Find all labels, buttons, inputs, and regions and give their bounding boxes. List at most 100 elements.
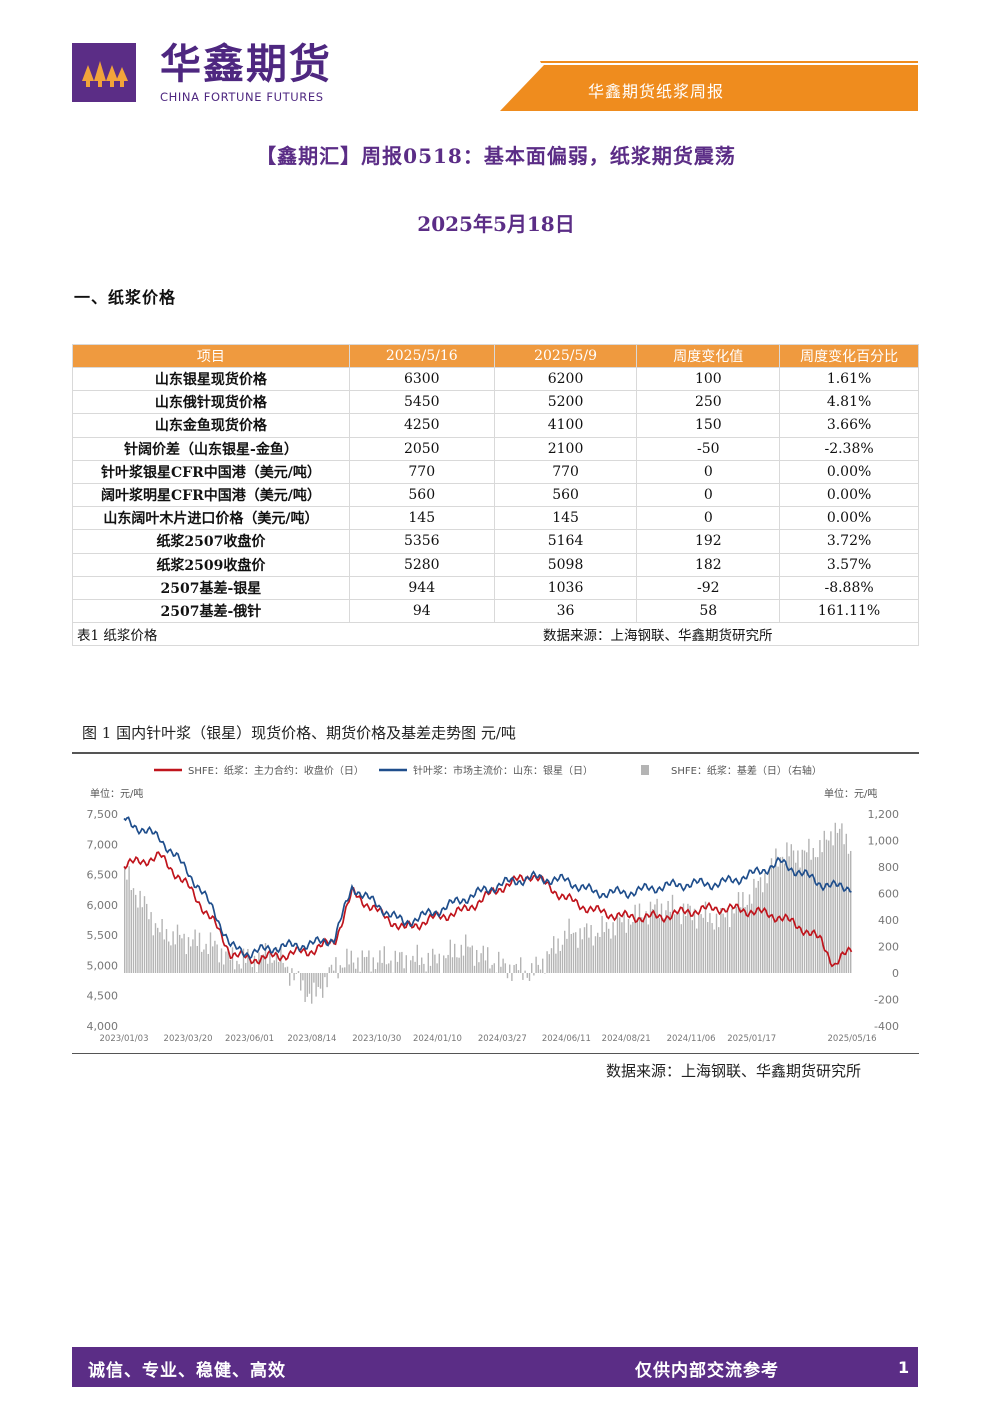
basis-bar [344,967,346,973]
basis-bar [735,906,737,973]
basis-bar [652,909,654,973]
basis-bar [434,954,436,973]
basis-bar [216,944,218,973]
table-value-cell: 3.72% [779,529,919,554]
basis-bar [471,945,473,973]
basis-bar [729,927,731,973]
basis-bar [583,927,586,973]
basis-bar [836,832,839,973]
basis-bar [766,883,768,973]
table-footer: 表1 纸浆价格 数据来源：上海钢联、华鑫期货研究所 [72,622,919,647]
table-item-cell: 2507基差-银星 [72,575,350,600]
basis-bar [790,844,792,973]
table-value-cell: 4250 [348,413,495,438]
table-value-cell: 944 [348,575,495,600]
basis-bar [465,934,467,973]
basis-bar [484,960,487,973]
basis-bar [803,850,806,973]
basis-bar [271,962,273,973]
basis-bar [361,950,363,973]
basis-bar [242,948,245,973]
right-tick-label: 0 [892,967,899,980]
basis-bar [643,920,645,973]
basis-bar [223,964,225,973]
basis-bar [139,890,141,973]
basis-bar [707,922,709,973]
basis-bar [720,907,722,973]
basis-bar [469,947,471,973]
table-value-cell: 0.00% [779,482,919,508]
company-logo [72,43,136,102]
basis-bar [308,973,311,994]
table-value-cell: 6200 [493,366,638,392]
basis-bar [623,911,625,973]
basis-bar [181,938,183,973]
table-value-cell: 58 [636,598,781,624]
table-value-cell: 2050 [348,436,495,461]
basis-bar [590,925,592,973]
basis-bar [214,940,216,973]
basis-bar [733,913,735,973]
basis-bar [423,963,425,973]
basis-bar [326,973,328,988]
basis-bar [143,896,146,973]
basis-bar [249,957,251,973]
basis-bar [165,929,168,973]
basis-bar [328,967,330,973]
table-value-cell: 150 [636,413,781,438]
basis-bar [676,911,678,973]
basis-bar [425,971,427,973]
table-value-cell: 182 [636,552,781,577]
basis-bar [517,970,520,973]
table-value-cell: 3.66% [779,413,919,438]
basis-bar [330,964,333,973]
basis-bar [742,892,744,973]
table-value-cell: -50 [636,436,781,461]
basis-bar [275,947,278,973]
basis-bar [799,867,801,973]
basis-bar [196,945,198,973]
basis-bar [218,962,220,973]
basis-bar [795,862,797,973]
x-tick-label: 2023/10/30 [352,1034,401,1044]
table-value-cell: 6300 [348,366,495,392]
basis-bar [762,892,764,973]
basis-bar [810,859,812,973]
x-tick-label: 2023/08/14 [287,1034,336,1044]
table-value-cell: 770 [348,459,495,484]
basis-bar [381,962,383,973]
basis-bar [711,923,713,973]
basis-bar [788,856,790,973]
basis-bar [410,960,412,973]
table-value-cell: 0 [636,459,781,484]
basis-bar [379,950,381,973]
basis-bar [680,924,682,973]
basis-bar [786,842,788,973]
right-tick-label: -200 [874,994,899,1007]
basis-bar [561,944,564,973]
basis-bar [311,973,313,1004]
basis-bar [366,956,368,973]
basis-bar [751,903,753,973]
basis-bar [665,910,667,973]
table-row: 山东金鱼现货价格 4250 4100 150 3.66% [72,413,919,438]
basis-bar [575,932,577,973]
basis-bar [599,936,601,973]
basis-bar [544,973,546,974]
basis-bar [825,839,828,973]
table-value-cell: 5280 [348,552,495,577]
legend-label: SHFE：纸浆：主力合约：收盘价（日） [188,764,364,777]
table-value-cell: 145 [493,506,638,531]
basis-bar [755,887,757,973]
basis-bar [198,932,201,973]
basis-bar [834,822,836,973]
basis-bar [401,951,403,973]
footer-motto: 诚信、专业、稳健、高效 [88,1361,286,1381]
basis-bar [284,967,286,973]
basis-bar [764,873,766,973]
basis-bar [779,857,781,973]
basis-bar [458,957,460,973]
basis-bar [724,917,726,973]
basis-bar [220,948,223,973]
basis-bar [480,953,482,973]
